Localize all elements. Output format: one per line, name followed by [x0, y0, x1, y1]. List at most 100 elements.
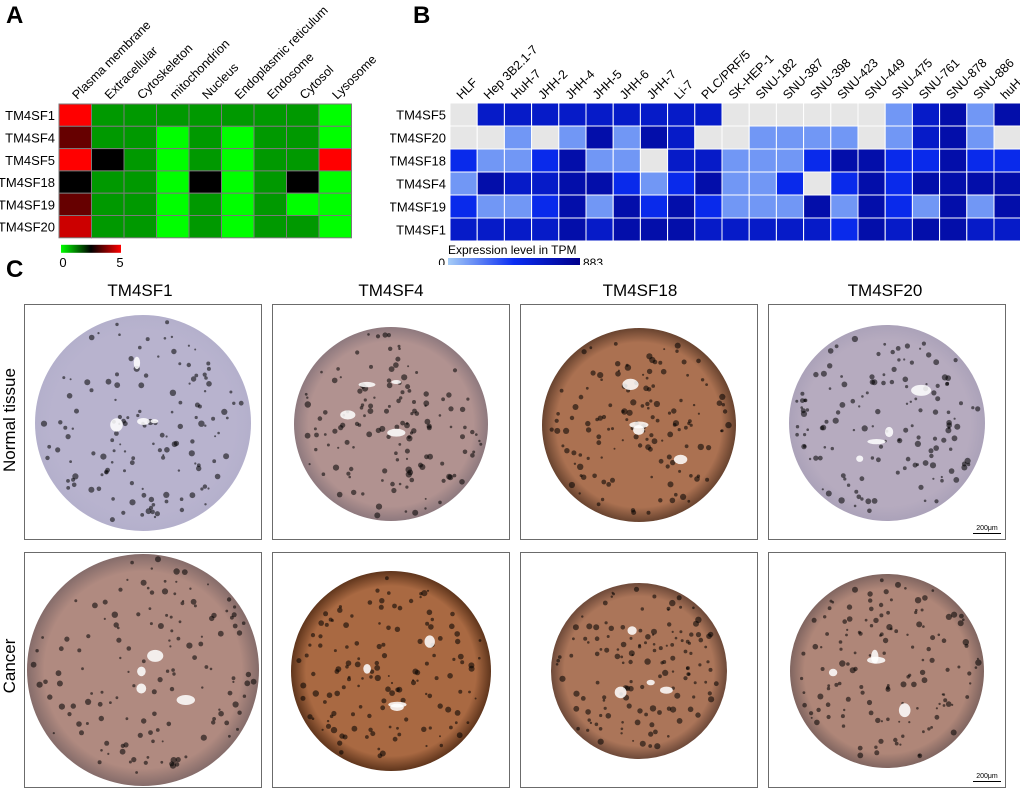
- b-heatmap-cell: [803, 171, 832, 196]
- a-colorbar-max-label: 5: [116, 255, 123, 270]
- a-row-label: TM4SF18: [0, 175, 55, 190]
- ihc-image-normal-tm4sf18: [520, 304, 758, 540]
- scale-bar-normal: 200μm: [973, 525, 1001, 534]
- a-heatmap-cell: [253, 125, 287, 150]
- a-heatmap-cell: [123, 215, 157, 239]
- b-heatmap-cell: [531, 171, 560, 196]
- b-heatmap-cell: [911, 102, 941, 127]
- ihc-col-title-3: TM4SF18: [602, 281, 678, 300]
- b-heatmap-cell: [476, 148, 505, 173]
- b-col-label: JHH-2: [535, 67, 570, 102]
- a-heatmap-cell: [188, 170, 222, 194]
- b-heatmap-cell: [857, 102, 886, 127]
- a-colorbar-min-label: 0: [59, 255, 66, 270]
- b-heatmap-cell: [775, 194, 805, 219]
- b-heatmap-cell: [966, 171, 995, 196]
- b-heatmap-cell: [585, 194, 614, 219]
- b-heatmap-cell: [612, 148, 641, 173]
- b-heatmap-cell: [884, 102, 913, 127]
- a-heatmap-cell: [318, 103, 352, 127]
- b-heatmap-cell: [639, 217, 669, 242]
- a-colorbar: [61, 244, 121, 253]
- b-heatmap-cell: [694, 125, 723, 150]
- a-heatmap-cell: [123, 192, 157, 216]
- b-heatmap-cell: [966, 102, 995, 127]
- b-heatmap-cell: [667, 217, 696, 242]
- b-heatmap-cell: [449, 102, 478, 127]
- b-heatmap-cell: [803, 102, 832, 127]
- b-heatmap-cell: [503, 194, 533, 219]
- ihc-col-title-2: TM4SF4: [358, 281, 424, 300]
- b-heatmap-cell: [694, 171, 723, 196]
- b-heatmap-cell: [558, 217, 587, 242]
- a-heatmap-cell: [221, 148, 255, 172]
- a-heatmap-cell: [156, 148, 190, 172]
- b-heatmap-cell: [449, 125, 478, 150]
- a-heatmap-cell: [91, 148, 125, 172]
- a-heatmap-cell: [156, 103, 190, 127]
- a-heatmap-cell: [286, 125, 320, 150]
- b-heatmap-cell: [449, 171, 478, 196]
- b-row-label: TM4SF18: [390, 154, 446, 169]
- a-heatmap-cell: [286, 215, 320, 239]
- b-heatmap-cell: [612, 217, 641, 242]
- b-heatmap-cell: [503, 102, 533, 127]
- b-heatmap-cell: [612, 102, 641, 127]
- b-heatmap-cell: [884, 194, 913, 219]
- a-heatmap-cell: [318, 192, 352, 216]
- b-heatmap-cell: [476, 102, 505, 127]
- b-heatmap-cell: [612, 194, 641, 219]
- b-colorbar-min-label: 0: [438, 256, 445, 265]
- b-heatmap-cell: [667, 194, 696, 219]
- b-heatmap-cell: [721, 194, 750, 219]
- ihc-image-cancer-tm4sf4: [272, 552, 510, 788]
- b-row-label: TM4SF20: [390, 131, 446, 146]
- tissue-core: [551, 583, 727, 759]
- b-heatmap-cell: [911, 217, 941, 242]
- b-heatmap-cell: [830, 102, 859, 127]
- panel-label-c: C: [6, 256, 24, 283]
- a-heatmap-cell: [253, 215, 287, 239]
- b-heatmap-cell: [667, 171, 696, 196]
- b-heatmap-cell: [639, 148, 669, 173]
- b-heatmap-cell: [748, 171, 777, 196]
- b-heatmap-cell: [803, 125, 832, 150]
- b-heatmap-cell: [966, 125, 995, 150]
- b-heatmap-cell: [830, 217, 859, 242]
- b-heatmap-cell: [803, 194, 832, 219]
- b-heatmap-cell: [803, 148, 832, 173]
- b-heatmap-cell: [911, 171, 941, 196]
- b-heatmap-cell: [857, 217, 886, 242]
- a-heatmap-cell: [91, 170, 125, 194]
- ihc-row-label-cancer: Cancer: [0, 638, 19, 694]
- a-heatmap-cell: [58, 103, 92, 127]
- b-heatmap-cell: [612, 171, 641, 196]
- a-heatmap-cell: [123, 103, 157, 127]
- a-heatmap-cell: [123, 170, 157, 194]
- b-colorbar: [448, 258, 580, 265]
- b-heatmap-cell: [721, 102, 750, 127]
- panel-label-a: A: [6, 2, 24, 29]
- b-heatmap-cell: [585, 102, 614, 127]
- b-heatmap-cell: [939, 148, 968, 173]
- a-heatmap-cell: [318, 215, 352, 239]
- b-row-label: TM4SF1: [396, 223, 446, 238]
- b-heatmap-cell: [993, 217, 1020, 242]
- b-row-label: TM4SF19: [390, 200, 446, 215]
- b-col-label: HLF: [454, 75, 481, 102]
- ihc-image-normal-tm4sf20: 200μm: [768, 304, 1006, 540]
- b-heatmap-cell: [503, 125, 533, 150]
- a-heatmap-cell: [58, 215, 92, 239]
- ihc-col-title-1: TM4SF1: [107, 281, 173, 300]
- b-heatmap-cell: [694, 217, 723, 242]
- b-heatmap-cell: [939, 217, 968, 242]
- heatmap-subcellular-location: Plasma membraneExtracellularCytoskeleton…: [0, 3, 379, 270]
- b-col-label: JHH-6: [617, 67, 652, 102]
- a-heatmap-cell: [91, 125, 125, 150]
- b-heatmap-cell: [911, 148, 941, 173]
- b-heatmap-cell: [531, 194, 560, 219]
- b-col-label: JHH-7: [644, 67, 679, 102]
- b-heatmap-cell: [585, 217, 614, 242]
- a-heatmap-cell: [286, 103, 320, 127]
- a-heatmap-cell: [91, 215, 125, 239]
